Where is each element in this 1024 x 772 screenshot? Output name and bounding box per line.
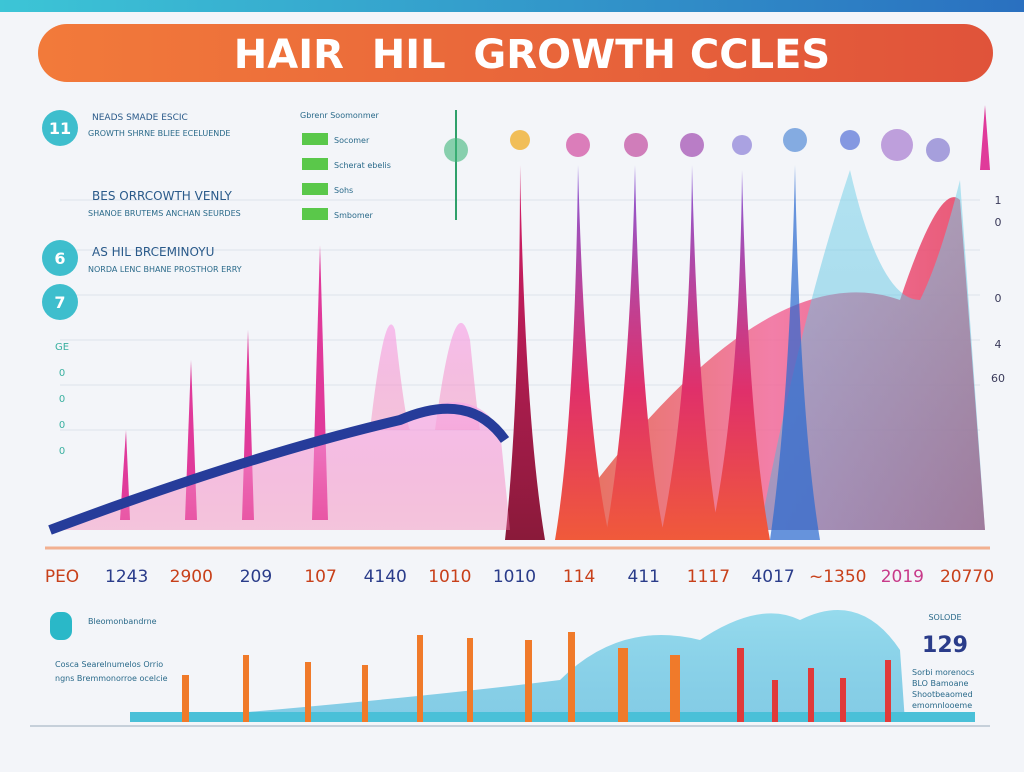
key-swatch — [302, 133, 328, 145]
x-label: 411 — [628, 567, 660, 587]
x-label: 209 — [240, 567, 272, 587]
heading: NEADS SMADE ESCIC — [92, 113, 188, 123]
text: NORDA LENC BHANE PROSTHOR ERRY — [88, 265, 242, 274]
x-label: 1010 — [493, 567, 536, 587]
x-label: 4140 — [364, 567, 407, 587]
key-swatch — [302, 183, 328, 195]
heading: AS HIL BRCEMINOYU — [92, 245, 214, 259]
peaks — [48, 105, 990, 540]
scale-label: GE — [55, 342, 69, 353]
title-banner — [38, 24, 993, 82]
bottom-heading: Bleomonbandrne — [88, 617, 157, 626]
stat-line: Shootbeaomed — [912, 690, 973, 699]
x-label: 114 — [563, 567, 595, 587]
title: HAIR HIL GROWTH CCLES — [234, 32, 830, 78]
badge — [42, 240, 78, 276]
stat-line: emomnlooeme — [912, 701, 972, 710]
key-item: Socomer — [334, 136, 370, 145]
key-swatch — [302, 158, 328, 170]
bottom-badge — [50, 612, 72, 640]
top-bar — [0, 0, 1024, 12]
x-label: 2019 — [881, 567, 924, 587]
text: SHANOE BRUTEMS ANCHAN SEURDES — [88, 209, 241, 218]
stat-line: Sorbi morenocs — [912, 668, 974, 677]
scale-label: 0 — [995, 216, 1002, 229]
key-item: Smbomer — [334, 211, 374, 220]
scale-label: 4 — [995, 338, 1002, 351]
x-label: 20770 — [940, 567, 994, 587]
key-title: Gbrenr Soomonmer — [300, 111, 380, 120]
bottom-line: ngns Bremmonorroe ocelcie — [55, 674, 168, 683]
tree-icons — [444, 110, 950, 220]
bottom-chart — [30, 610, 990, 727]
x-label: ~1350 — [809, 567, 867, 587]
badge-number: 11 — [49, 119, 71, 138]
key-item: Scherat ebelis — [334, 161, 391, 170]
scale-label: 0 — [59, 368, 65, 379]
x-label: 2900 — [170, 567, 213, 587]
x-label: 4017 — [751, 567, 794, 587]
badge — [42, 110, 78, 146]
stat-label: SOLODE — [928, 613, 961, 622]
key-item: Sohs — [334, 186, 353, 195]
heading: BES ORRCOWTH VENLY — [92, 189, 232, 203]
stat: SOLODE 129 Sorbi morenocs BLO Bamoane Shootb… — [912, 613, 974, 710]
scale-label: 60 — [991, 372, 1005, 385]
stat-value: 129 — [922, 633, 968, 658]
key-swatch — [302, 208, 328, 220]
scale-label: 0 — [59, 420, 65, 431]
x-label: 1010 — [428, 567, 471, 587]
left-panel: 11 NEADS SMADE ESCIC GROWTH SHRNE BLIEE EC… — [42, 110, 242, 320]
badge-number: 7 — [54, 293, 65, 312]
text: GROWTH SHRNE BLIEE ECELUENDE — [88, 129, 230, 138]
scale-label: 0 — [59, 394, 65, 405]
x-labels: PEO 1243 2900 209 107 4140 1010 1010 114 411 1117 4… — [45, 567, 994, 587]
bottom-left: Bleomonbandrne Cosca Searelnumelos Orrio n… — [50, 612, 168, 683]
right-scale: 1 0 0 4 60 — [991, 194, 1005, 385]
stat-line: BLO Bamoane — [912, 679, 969, 688]
badge-number: 6 — [54, 249, 65, 268]
x-label: 107 — [304, 567, 336, 587]
scale-label: 0 — [59, 446, 65, 457]
x-label: 1117 — [687, 567, 730, 587]
x-label: 1243 — [105, 567, 148, 587]
x-label: PEO — [45, 567, 79, 587]
key: Gbrenr Soomonmer Socomer Scherat ebelis Soh… — [300, 111, 391, 220]
badge — [42, 284, 78, 320]
scale-label: 1 — [995, 194, 1002, 207]
left-scale: GE 0 0 0 0 — [55, 342, 69, 457]
scale-label: 0 — [995, 292, 1002, 305]
bottom-line: Cosca Searelnumelos Orrio — [55, 660, 163, 669]
